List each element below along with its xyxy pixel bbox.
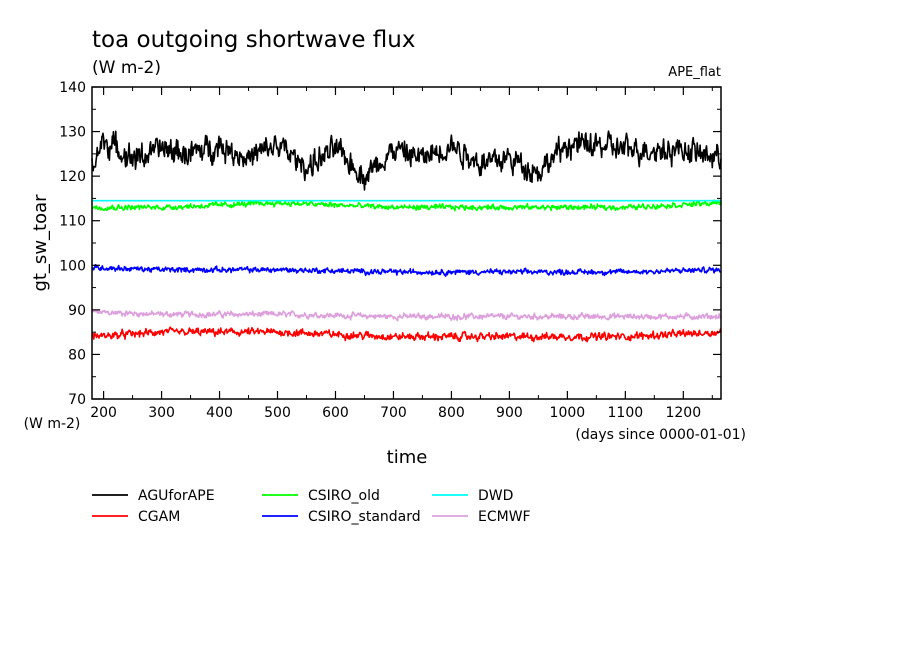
y-tick-label: 90 bbox=[68, 303, 86, 319]
axis-layer: 200 300 400 500 600 700 800 900 1000 1100 1200 70 80… bbox=[59, 80, 721, 421]
x-tick-label: 900 bbox=[496, 405, 523, 421]
x-tick-label: 600 bbox=[322, 405, 349, 421]
x-unit-label: (days since 0000-01-01) bbox=[575, 427, 746, 443]
series-line-aguforape bbox=[91, 130, 722, 191]
series-line-csiro_old bbox=[91, 199, 722, 212]
series-line-cgam bbox=[91, 326, 722, 343]
chart-subtitle: (W m-2) bbox=[92, 58, 161, 78]
x-tick-label: 1000 bbox=[550, 405, 586, 421]
legend: AGUforAPE CGAM CSIRO_old CSIRO_standard DWD E… bbox=[92, 488, 531, 525]
x-tick-label: 200 bbox=[90, 405, 117, 421]
y-tick-label: 130 bbox=[59, 125, 86, 141]
legend-label-ecmwf: ECMWF bbox=[478, 509, 531, 525]
y-unit-label: (W m-2) bbox=[24, 416, 81, 432]
x-axis-label: time bbox=[387, 447, 428, 468]
y-tick-label: 80 bbox=[68, 347, 86, 363]
x-tick-label: 700 bbox=[380, 405, 407, 421]
legend-label-cgam: CGAM bbox=[138, 509, 180, 525]
x-tick-label: 800 bbox=[438, 405, 465, 421]
x-tick-label: 400 bbox=[206, 405, 233, 421]
y-tick-label: 70 bbox=[68, 392, 86, 408]
chart-title: toa outgoing shortwave flux bbox=[92, 27, 415, 53]
series-line-csiro_standard bbox=[91, 263, 722, 277]
legend-label-csiro_standard: CSIRO_standard bbox=[308, 509, 421, 525]
x-tick-label: 1100 bbox=[608, 405, 644, 421]
legend-label-csiro_old: CSIRO_old bbox=[308, 488, 380, 504]
y-tick-label: 100 bbox=[59, 258, 86, 274]
y-tick-label: 120 bbox=[59, 169, 86, 185]
legend-label-dwd: DWD bbox=[478, 488, 513, 504]
series-layer bbox=[91, 130, 722, 343]
experiment-label: APE_flat bbox=[668, 65, 721, 80]
y-tick-label: 110 bbox=[59, 214, 86, 230]
x-tick-label: 1200 bbox=[665, 405, 701, 421]
y-axis-label: gt_sw_toar bbox=[30, 194, 51, 292]
x-tick-label: 500 bbox=[264, 405, 291, 421]
y-tick-label: 140 bbox=[59, 80, 86, 96]
legend-label-aguforape: AGUforAPE bbox=[138, 488, 215, 504]
x-tick-label: 300 bbox=[148, 405, 175, 421]
series-line-ecmwf bbox=[91, 309, 722, 322]
